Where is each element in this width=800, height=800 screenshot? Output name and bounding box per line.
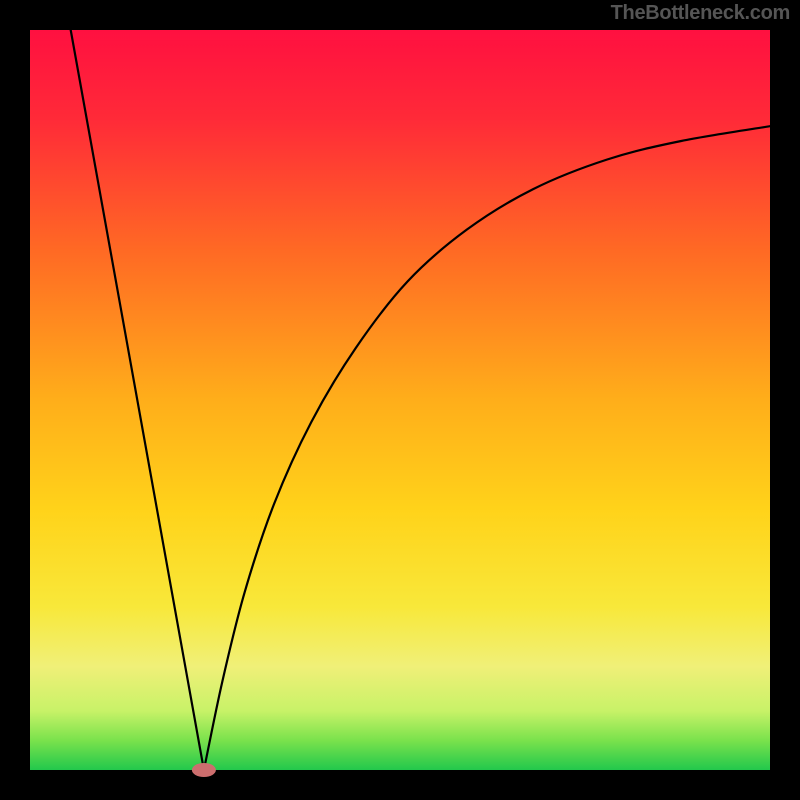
valley-marker <box>192 763 216 777</box>
bottleneck-chart <box>0 0 800 800</box>
watermark-text: TheBottleneck.com <box>611 2 790 25</box>
gradient-background <box>30 30 770 770</box>
